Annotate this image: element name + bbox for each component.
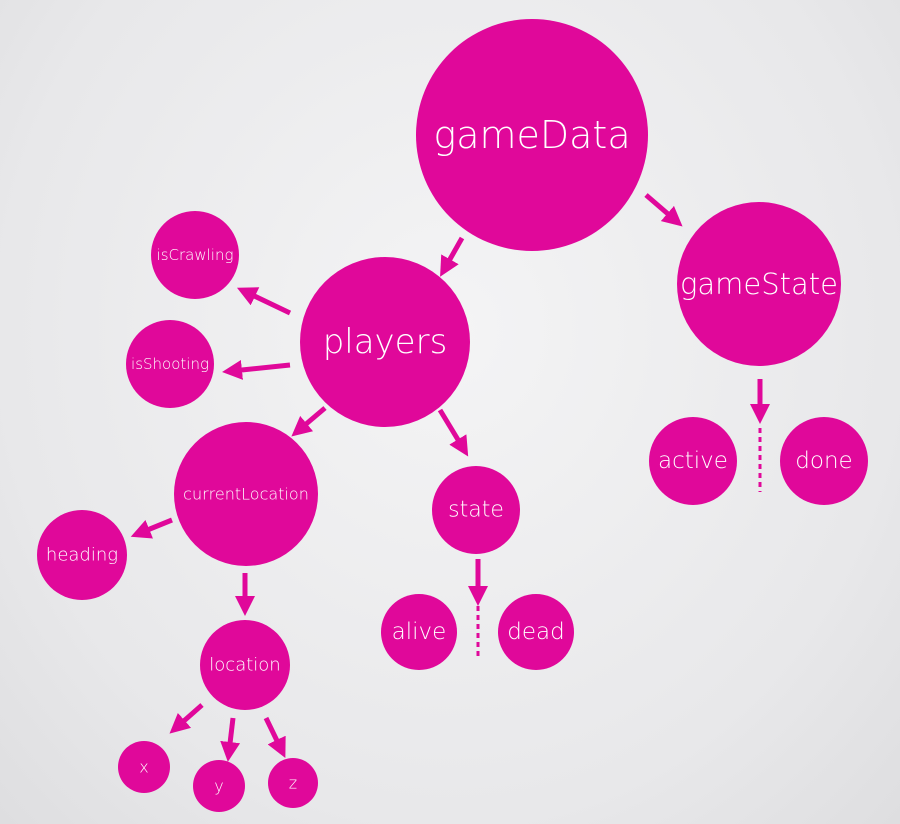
arrow-players-to-isShooting bbox=[222, 360, 291, 380]
node-label: state bbox=[448, 498, 504, 523]
arrow-players-to-currentLocation bbox=[291, 406, 327, 437]
node-x: x bbox=[118, 741, 170, 793]
node-label: currentLocation bbox=[183, 485, 309, 504]
node-label: x bbox=[139, 758, 148, 777]
node-circle bbox=[416, 19, 648, 251]
node-z: z bbox=[268, 758, 318, 808]
node-circle bbox=[677, 202, 841, 366]
node-isShooting: isShooting bbox=[126, 320, 214, 408]
node-circle bbox=[126, 320, 214, 408]
node-players: players bbox=[300, 257, 470, 427]
node-label: y bbox=[214, 777, 223, 796]
node-circle bbox=[381, 594, 457, 670]
node-circle bbox=[118, 741, 170, 793]
node-label: gameState bbox=[680, 267, 838, 301]
node-circle bbox=[649, 417, 737, 505]
node-location: location bbox=[200, 620, 290, 710]
node-label: heading bbox=[46, 545, 118, 566]
node-circle bbox=[151, 211, 239, 299]
node-label: players bbox=[323, 322, 448, 362]
node-circle bbox=[268, 758, 318, 808]
arrow-location-to-z bbox=[263, 716, 286, 759]
node-label: active bbox=[658, 448, 728, 474]
node-label: done bbox=[795, 448, 852, 474]
node-label: z bbox=[289, 774, 297, 793]
arrow-gameData-to-gameState bbox=[644, 193, 683, 227]
node-dead: dead bbox=[498, 594, 574, 670]
node-label: gameData bbox=[433, 113, 630, 157]
node-circle bbox=[780, 417, 868, 505]
node-y: y bbox=[193, 760, 245, 812]
arrow-currentLocation-to-heading bbox=[130, 517, 173, 539]
arrow-players-to-isCrawling bbox=[236, 287, 292, 316]
node-heading: heading bbox=[37, 510, 127, 600]
node-label: location bbox=[209, 655, 280, 676]
node-circle bbox=[193, 760, 245, 812]
node-alive: alive bbox=[381, 594, 457, 670]
node-gameState: gameState bbox=[677, 202, 841, 366]
arrow-players-to-state bbox=[437, 408, 469, 457]
arrow-gameData-to-players bbox=[440, 236, 465, 277]
node-isCrawling: isCrawling bbox=[151, 211, 239, 299]
node-gameData: gameData bbox=[416, 19, 648, 251]
node-circle bbox=[432, 466, 520, 554]
node-circle bbox=[498, 594, 574, 670]
node-currentLocation: currentLocation bbox=[174, 422, 318, 566]
node-state: state bbox=[432, 466, 520, 554]
arrow-location-to-x bbox=[169, 703, 204, 734]
node-circle bbox=[37, 510, 127, 600]
node-circle bbox=[174, 422, 318, 566]
node-label: dead bbox=[507, 619, 564, 645]
node-circle bbox=[200, 620, 290, 710]
node-label: isShooting bbox=[131, 355, 209, 373]
node-circle bbox=[300, 257, 470, 427]
node-active: active bbox=[649, 417, 737, 505]
arrow-location-to-y bbox=[220, 717, 241, 762]
node-label: isCrawling bbox=[157, 246, 234, 264]
node-done: done bbox=[780, 417, 868, 505]
node-label: alive bbox=[392, 619, 447, 645]
